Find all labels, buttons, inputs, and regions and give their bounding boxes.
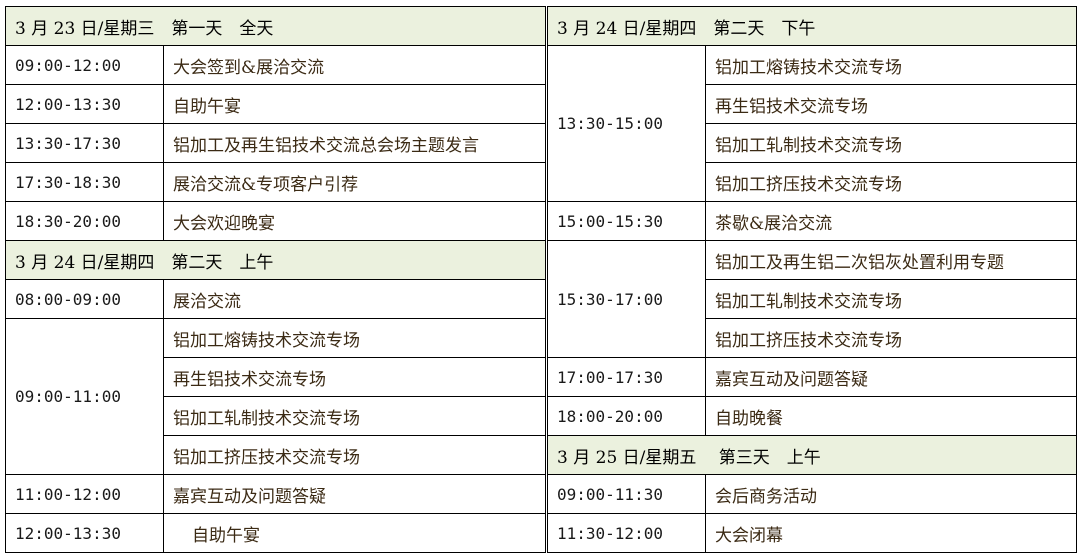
event-cell: 茶歇&展洽交流 [705, 201, 1077, 241]
time-cell: 09:00-12:00 [5, 45, 164, 85]
time-cell: 13:30-17:30 [5, 123, 164, 163]
schedule-table-left: 3 月 23 日/星期三 第一天 全天 09:00-12:00 大会签到&展洽交流… [5, 6, 546, 553]
time-cell: 17:30-18:30 [5, 162, 164, 202]
time-cell: 11:30-12:00 [547, 513, 706, 553]
event-cell: 再生铝技术交流专场 [705, 84, 1077, 124]
event-cell: 铝加工挤压技术交流专场 [705, 162, 1077, 202]
day-header: 3 月 25 日/星期五 第三天 上午 [547, 435, 1077, 475]
event-cell: 铝加工熔铸技术交流专场 [163, 318, 546, 358]
event-cell: 嘉宾互动及问题答疑 [163, 474, 546, 514]
time-cell: 17:00-17:30 [547, 357, 706, 397]
event-cell: 大会闭幕 [705, 513, 1077, 553]
event-cell: 自助午宴 [163, 513, 546, 553]
event-cell: 铝加工及再生铝技术交流总会场主题发言 [163, 123, 546, 163]
event-cell: 嘉宾互动及问题答疑 [705, 357, 1077, 397]
event-cell: 自助晚餐 [705, 396, 1077, 436]
time-cell: 12:00-13:30 [5, 513, 164, 553]
time-cell: 15:30-17:00 [547, 240, 706, 358]
time-cell: 12:00-13:30 [5, 84, 164, 124]
event-cell: 铝加工轧制技术交流专场 [705, 123, 1077, 163]
event-cell: 铝加工熔铸技术交流专场 [705, 45, 1077, 85]
time-cell: 09:00-11:30 [547, 474, 706, 514]
schedule-table-right: 3 月 24 日/星期四 第二天 下午 13:30-15:00 铝加工熔铸技术交流… [547, 6, 1077, 553]
time-cell: 15:00-15:30 [547, 201, 706, 241]
event-cell: 大会签到&展洽交流 [163, 45, 546, 85]
event-cell: 铝加工及再生铝二次铝灰处置利用专题 [705, 240, 1077, 280]
event-cell: 铝加工轧制技术交流专场 [163, 396, 546, 436]
event-cell: 再生铝技术交流专场 [163, 357, 546, 397]
time-cell: 09:00-11:00 [5, 318, 164, 475]
event-cell: 自助午宴 [163, 84, 546, 124]
time-cell: 08:00-09:00 [5, 279, 164, 319]
event-cell: 铝加工轧制技术交流专场 [705, 279, 1077, 319]
event-cell: 大会欢迎晚宴 [163, 201, 546, 241]
event-cell: 铝加工挤压技术交流专场 [705, 318, 1077, 358]
time-cell: 13:30-15:00 [547, 45, 706, 202]
event-cell: 展洽交流 [163, 279, 546, 319]
event-cell: 会后商务活动 [705, 474, 1077, 514]
time-cell: 18:00-20:00 [547, 396, 706, 436]
day-header: 3 月 23 日/星期三 第一天 全天 [5, 6, 546, 46]
time-cell: 18:30-20:00 [5, 201, 164, 241]
day-header: 3 月 24 日/星期四 第二天 下午 [547, 6, 1077, 46]
event-cell: 铝加工挤压技术交流专场 [163, 435, 546, 475]
day-header: 3 月 24 日/星期四 第二天 上午 [5, 240, 546, 280]
time-cell: 11:00-12:00 [5, 474, 164, 514]
event-cell: 展洽交流&专项客户引荐 [163, 162, 546, 202]
